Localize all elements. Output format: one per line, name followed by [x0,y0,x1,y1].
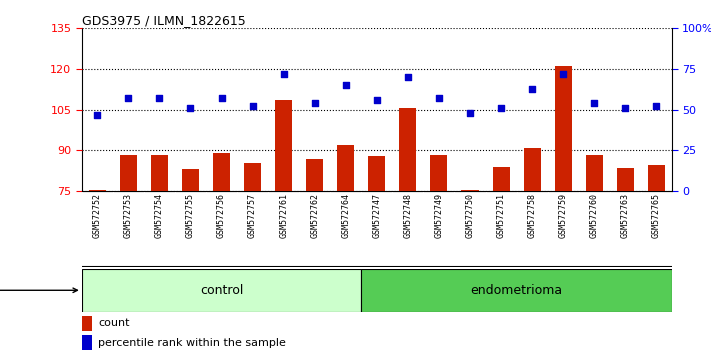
Point [496,105,507,111]
Text: endometrioma: endometrioma [471,284,562,297]
Text: count: count [98,318,130,329]
Point [309,101,321,106]
Bar [82,335,92,350]
Bar [555,66,572,191]
Bar [337,145,354,191]
Text: GSM572755: GSM572755 [186,193,195,239]
Point [402,74,414,80]
Text: GSM572764: GSM572764 [341,193,351,239]
Text: GDS3975 / ILMN_1822615: GDS3975 / ILMN_1822615 [82,14,245,27]
Bar [244,163,261,191]
Bar [120,154,137,191]
Bar [523,148,540,191]
Text: GSM572756: GSM572756 [217,193,226,239]
Text: control: control [200,284,243,297]
Text: GSM572763: GSM572763 [621,193,630,239]
Point [526,86,538,91]
Bar [400,108,417,191]
Text: disease state: disease state [0,285,77,295]
Text: GSM572749: GSM572749 [434,193,444,239]
Point [154,96,165,101]
Bar [616,168,634,191]
Point [651,104,662,109]
Bar [213,153,230,191]
Text: GSM572754: GSM572754 [155,193,164,239]
Point [247,104,258,109]
Bar [493,167,510,191]
Text: GSM572753: GSM572753 [124,193,133,239]
Text: GSM572747: GSM572747 [373,193,381,239]
Text: GSM572750: GSM572750 [466,193,474,239]
Bar [306,159,324,191]
Point [619,105,631,111]
Text: GSM572761: GSM572761 [279,193,288,239]
Bar [82,269,361,312]
Point [185,105,196,111]
Point [464,110,476,116]
Text: GSM572759: GSM572759 [559,193,567,239]
Bar [275,100,292,191]
Point [278,71,289,77]
Bar [430,154,447,191]
Text: percentile rank within the sample: percentile rank within the sample [98,337,286,348]
Bar [368,156,385,191]
Point [216,96,228,101]
Text: GSM572748: GSM572748 [403,193,412,239]
Bar [648,165,665,191]
Point [557,71,569,77]
Bar [182,170,199,191]
Point [589,101,600,106]
Bar [361,269,672,312]
Bar [151,154,168,191]
Bar [461,190,479,191]
Bar [82,316,92,331]
Text: GSM572762: GSM572762 [310,193,319,239]
Bar [89,190,106,191]
Text: GSM572757: GSM572757 [248,193,257,239]
Point [433,96,444,101]
Point [92,112,103,118]
Text: GSM572751: GSM572751 [496,193,506,239]
Point [123,96,134,101]
Text: GSM572765: GSM572765 [652,193,661,239]
Point [371,97,383,103]
Text: GSM572758: GSM572758 [528,193,537,239]
Text: GSM572760: GSM572760 [589,193,599,239]
Bar [586,154,603,191]
Point [340,82,351,88]
Text: GSM572752: GSM572752 [93,193,102,239]
